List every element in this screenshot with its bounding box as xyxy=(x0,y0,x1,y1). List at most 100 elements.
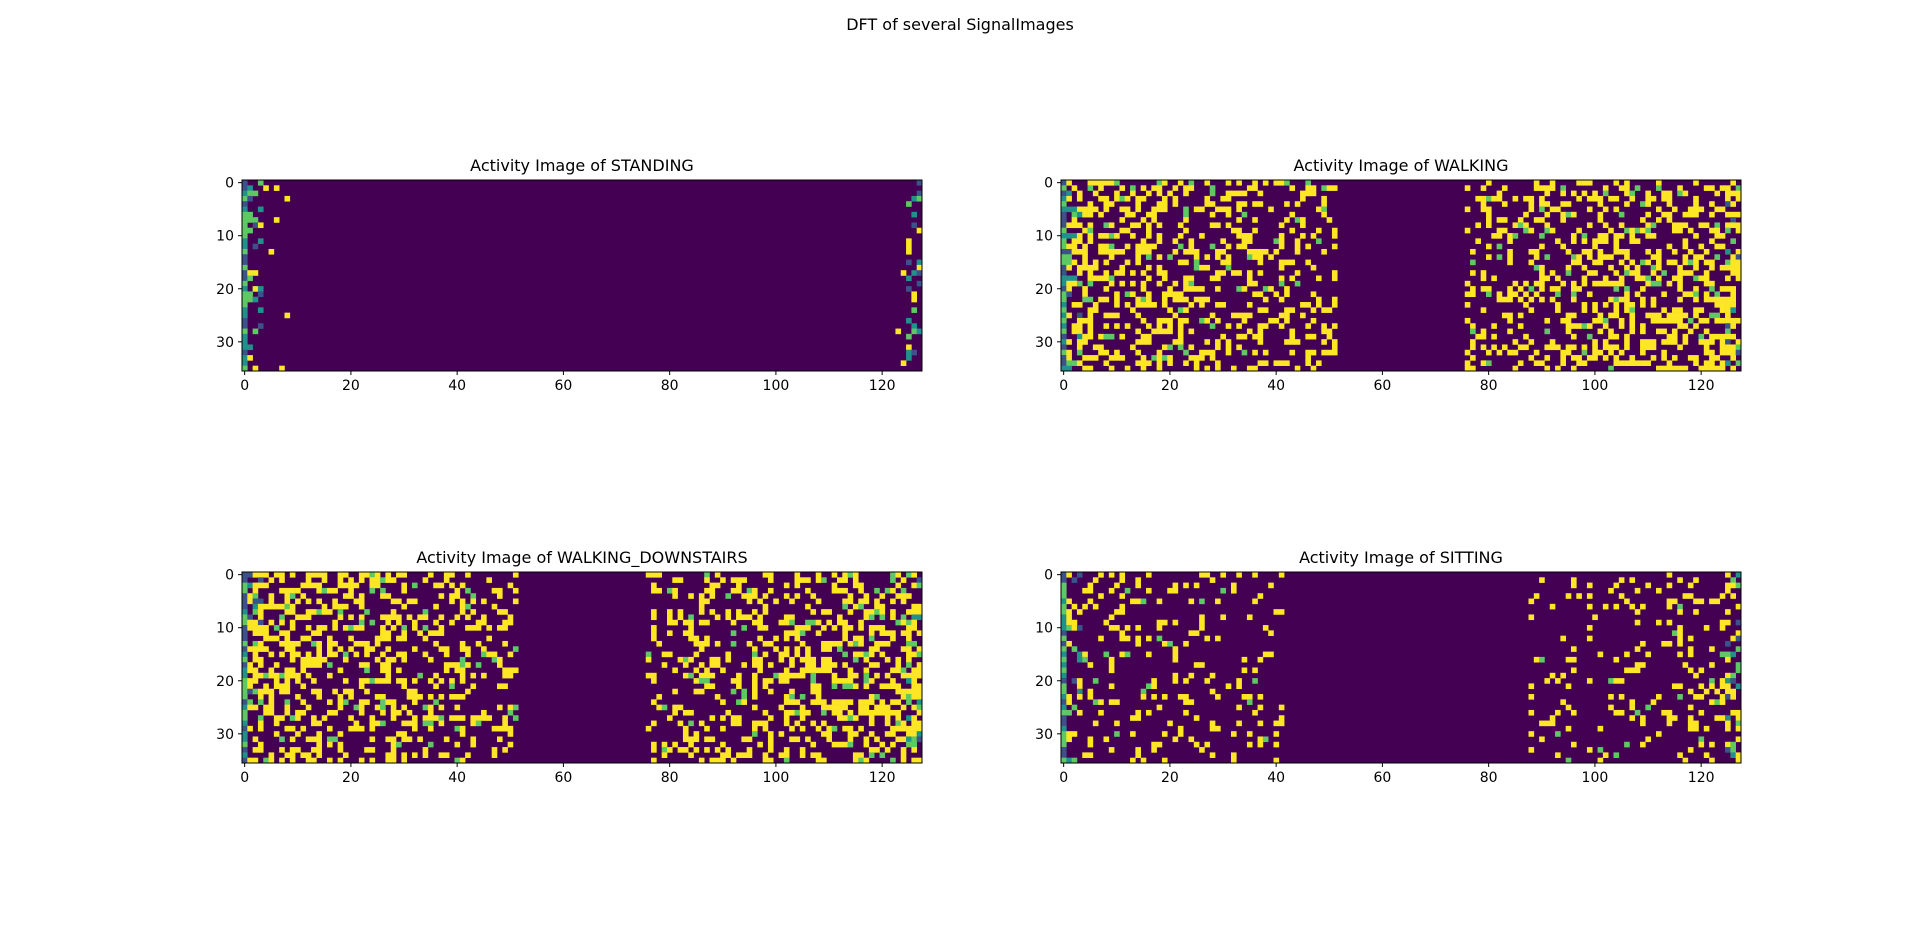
heatmap-cell xyxy=(1687,720,1694,727)
heatmap-cell xyxy=(1624,185,1630,191)
heatmap-cell xyxy=(1092,275,1099,282)
heatmap-cell xyxy=(1650,312,1657,319)
heatmap-cell xyxy=(667,630,673,636)
heatmap-cell xyxy=(242,211,248,218)
heatmap-cell xyxy=(417,614,423,621)
heatmap-cell xyxy=(1257,741,1264,748)
heatmap-cell xyxy=(342,678,349,684)
heatmap-cell xyxy=(1608,333,1614,340)
heatmap-cell xyxy=(1231,312,1237,319)
heatmap-cell xyxy=(1161,291,1168,298)
heatmap-cell xyxy=(1151,185,1157,191)
heatmap-cell xyxy=(656,572,662,578)
heatmap-cell xyxy=(1241,667,1248,674)
heatmap-cell xyxy=(284,709,291,716)
heatmap-cell xyxy=(1103,233,1110,239)
heatmap-cell xyxy=(1709,201,1715,207)
heatmap-cell xyxy=(406,688,413,695)
heatmap-cell xyxy=(688,630,694,636)
heatmap-cell xyxy=(1161,180,1168,186)
heatmap-cell xyxy=(1501,296,1508,303)
heatmap-cell xyxy=(358,577,365,583)
heatmap-cell xyxy=(242,185,248,191)
heatmap-cell xyxy=(353,640,360,647)
heatmap-cell xyxy=(837,619,843,626)
heatmap-cell xyxy=(651,678,657,684)
heatmap-cell xyxy=(1640,360,1646,366)
heatmap-cell xyxy=(1560,355,1566,361)
heatmap-cell xyxy=(358,662,365,668)
heatmap-cell xyxy=(273,572,280,578)
heatmap-cell xyxy=(911,582,917,589)
heatmap-cell xyxy=(1645,704,1651,711)
heatmap-cell xyxy=(449,662,455,668)
heatmap-cell xyxy=(481,614,487,621)
heatmap-cell xyxy=(1496,227,1503,234)
heatmap-cell xyxy=(1725,720,1731,727)
heatmap-cell xyxy=(900,688,907,695)
heatmap-cell xyxy=(481,646,487,652)
heatmap-cell xyxy=(815,619,822,626)
heatmap-cell xyxy=(1650,302,1657,308)
heatmap-cell xyxy=(1294,270,1301,276)
heatmap-cell xyxy=(497,587,503,594)
heatmap-cell xyxy=(906,672,912,679)
heatmap-cell xyxy=(1278,280,1285,287)
heatmap-cell xyxy=(1119,593,1126,599)
heatmap-cell xyxy=(821,757,827,764)
heatmap-cell xyxy=(1576,195,1582,202)
heatmap-cell xyxy=(847,598,854,605)
heatmap-cell xyxy=(1549,286,1556,292)
heatmap-cell xyxy=(454,662,461,668)
heatmap-cell xyxy=(300,582,307,589)
heatmap-cell xyxy=(1289,211,1296,218)
heatmap-cell xyxy=(390,699,397,705)
heatmap-cell xyxy=(242,280,248,287)
heatmap-cell xyxy=(900,646,907,652)
heatmap-cell xyxy=(1698,709,1705,716)
heatmap-cell xyxy=(1571,577,1577,583)
heatmap-cell xyxy=(916,683,923,690)
heatmap-cell xyxy=(1289,328,1296,335)
heatmap-cell xyxy=(1066,190,1072,197)
heatmap-cell xyxy=(672,593,678,599)
heatmap-cell xyxy=(1586,635,1593,642)
heatmap-cell xyxy=(1172,280,1179,287)
heatmap-cell xyxy=(1719,286,1726,292)
heatmap-cell xyxy=(1130,233,1136,239)
heatmap-cell xyxy=(810,667,817,674)
heatmap-cell xyxy=(1480,185,1487,191)
heatmap-cell xyxy=(321,572,328,578)
heatmap-cell xyxy=(1613,180,1620,186)
heatmap-cell xyxy=(1278,238,1285,244)
heatmap-cell xyxy=(725,593,732,599)
heatmap-cell xyxy=(465,651,471,658)
heatmap-cell xyxy=(1629,667,1636,674)
heatmap-cell xyxy=(1725,296,1731,303)
heatmap-cell xyxy=(1555,731,1561,737)
heatmap-cell xyxy=(385,572,392,578)
heatmap-cell xyxy=(1135,259,1141,266)
heatmap-cell xyxy=(1268,286,1274,292)
heatmap-cell xyxy=(390,741,397,748)
heatmap-cell xyxy=(257,656,264,663)
heatmap-cell xyxy=(1682,190,1689,197)
heatmap-cell xyxy=(1220,238,1226,244)
heatmap-cell xyxy=(799,704,806,711)
heatmap-cell xyxy=(1544,355,1551,361)
heatmap-cell xyxy=(1666,598,1673,605)
heatmap-cell xyxy=(459,725,466,732)
heatmap-cell xyxy=(895,619,902,626)
heatmap-cell xyxy=(895,667,902,674)
heatmap-cell xyxy=(1151,211,1157,218)
heatmap-cell xyxy=(1602,254,1609,260)
heatmap-cell xyxy=(895,709,902,716)
heatmap-cell xyxy=(698,598,705,605)
heatmap-cell xyxy=(369,572,376,578)
heatmap-cell xyxy=(730,688,737,695)
heatmap-cell xyxy=(1507,254,1513,260)
heatmap-cell xyxy=(1597,259,1604,266)
heatmap-cell xyxy=(1241,694,1248,700)
heatmap-cell xyxy=(1714,227,1721,234)
heatmap-cell xyxy=(1618,709,1625,716)
